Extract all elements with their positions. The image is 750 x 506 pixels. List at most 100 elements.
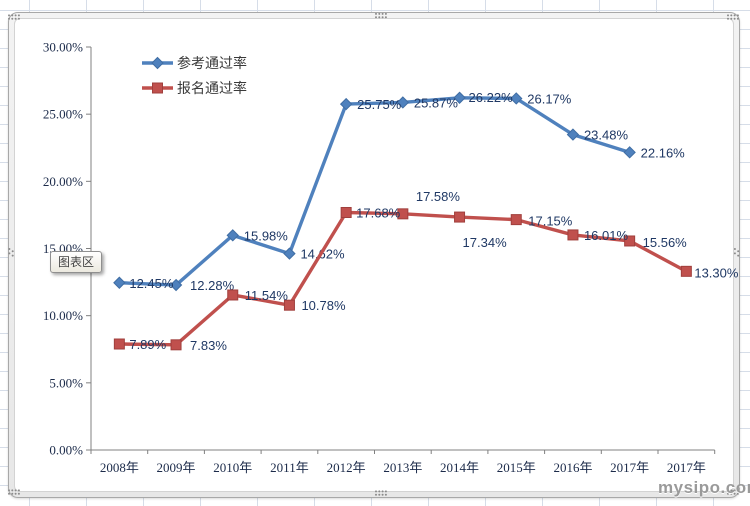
- data-point-diamond[interactable]: [453, 91, 466, 104]
- chart-object[interactable]: [8, 12, 740, 498]
- y-tick-label: 0.00%: [49, 443, 83, 458]
- data-label: 10.78%: [301, 298, 346, 313]
- data-label: 7.89%: [129, 337, 166, 352]
- x-tick-label: 2012年: [327, 460, 366, 475]
- handle-dot: [736, 489, 739, 492]
- handle-dot: [8, 17, 10, 20]
- chart-area[interactable]: [14, 18, 734, 492]
- data-point-diamond[interactable]: [226, 229, 239, 242]
- data-label: 17.58%: [416, 189, 461, 204]
- handle-dot: [727, 492, 729, 495]
- handle-dot: [8, 489, 10, 492]
- handle-dot: [375, 12, 377, 15]
- data-point-diamond[interactable]: [339, 97, 353, 111]
- series-line[interactable]: [117, 96, 632, 287]
- tooltip-chart-area: 图表区: [50, 251, 103, 273]
- axes: 0.00%5.00%10.00%15.00%20.00%25.00%30.00%…: [43, 40, 716, 475]
- handle-dot: [8, 252, 11, 255]
- handle-dot: [375, 16, 377, 19]
- x-tick-label: 2008年: [100, 460, 139, 475]
- handle-dot: [733, 14, 736, 17]
- data-point-square[interactable]: [283, 299, 295, 311]
- handle-dot: [8, 14, 10, 17]
- data-point-square[interactable]: [113, 338, 125, 350]
- y-tick-label: 10.00%: [43, 308, 83, 323]
- handle-dot: [727, 14, 729, 17]
- legend-marker-diamond-icon: [151, 56, 164, 70]
- y-tick-label: 25.00%: [43, 107, 83, 122]
- handle-dot: [11, 254, 14, 257]
- data-point-diamond[interactable]: [113, 276, 126, 289]
- data-point-square[interactable]: [624, 235, 636, 247]
- handle-dot: [14, 489, 17, 492]
- x-tick-label: 2013年: [383, 460, 422, 475]
- data-point-square[interactable]: [567, 229, 579, 241]
- handle-dot: [730, 489, 733, 492]
- handle-dot: [730, 17, 733, 20]
- data-label: 25.87%: [414, 95, 459, 110]
- legend-item[interactable]: 参考通过率: [142, 55, 247, 71]
- resize-handle-top-right[interactable]: [727, 14, 739, 20]
- data-label: 11.54%: [245, 288, 289, 303]
- x-tick-label: 2017年: [667, 460, 706, 475]
- handle-dot: [384, 490, 387, 493]
- data-label: 16.01%: [584, 228, 629, 243]
- handle-dot: [17, 492, 20, 495]
- data-label: 17.15%: [528, 214, 573, 229]
- data-point-diamond[interactable]: [566, 128, 580, 141]
- handle-dot: [11, 492, 14, 495]
- handle-dot: [17, 489, 20, 492]
- handle-dot: [736, 17, 739, 20]
- handle-dot: [378, 12, 381, 15]
- data-point-square[interactable]: [397, 208, 409, 220]
- data-point-square[interactable]: [227, 289, 239, 301]
- data-point-square[interactable]: [340, 206, 352, 218]
- y-tick-label: 5.00%: [49, 375, 83, 390]
- resize-handle-right[interactable]: [733, 248, 740, 257]
- legend-item[interactable]: 报名通过率: [142, 80, 247, 96]
- handle-dot: [733, 492, 736, 495]
- data-point-square[interactable]: [680, 265, 692, 277]
- resize-handle-bottom-right[interactable]: [727, 489, 739, 495]
- handle-dot: [14, 492, 17, 495]
- handle-dot: [733, 17, 736, 20]
- resize-handle-left[interactable]: [8, 248, 14, 257]
- x-tick-label: 2017年: [610, 460, 649, 475]
- data-label: 17.34%: [463, 235, 508, 250]
- handle-dot: [375, 493, 377, 496]
- resize-handle-top[interactable]: [375, 12, 387, 19]
- data-point-diamond[interactable]: [283, 247, 296, 260]
- data-label: 12.28%: [190, 278, 235, 293]
- x-tick-label: 2011年: [270, 460, 309, 475]
- handle-dot: [375, 490, 377, 493]
- data-point-square[interactable]: [454, 211, 466, 223]
- handle-dot: [11, 14, 14, 17]
- watermark: mysipo.com: [658, 478, 750, 497]
- handle-dot: [11, 250, 14, 253]
- data-point-square[interactable]: [510, 214, 522, 226]
- x-tick-label: 2014年: [440, 460, 479, 475]
- resize-handle-bottom[interactable]: [375, 490, 387, 496]
- data-point-diamond[interactable]: [510, 92, 523, 105]
- series-registration-pass-rate: 7.89% 7.83% 11.54% 10.78% 17.68% 17.58% 17.34%…: [113, 189, 739, 353]
- data-point-square[interactable]: [170, 339, 182, 351]
- y-tick-label: 20.00%: [43, 174, 83, 189]
- handle-dot: [14, 17, 17, 20]
- data-label: 26.17%: [527, 91, 572, 106]
- handle-dot: [733, 489, 736, 492]
- data-label: 22.16%: [641, 145, 686, 160]
- data-label: 15.98%: [244, 228, 289, 243]
- data-point-diamond[interactable]: [623, 146, 636, 159]
- handle-dot: [378, 16, 381, 19]
- data-point-diamond[interactable]: [396, 96, 410, 109]
- handle-dot: [733, 252, 736, 255]
- resize-handle-bottom-left[interactable]: [8, 489, 20, 495]
- legend-label: 报名通过率: [177, 80, 247, 96]
- tooltip-label: 图表区: [58, 255, 95, 269]
- y-tick-label: 30.00%: [43, 40, 83, 55]
- data-point-diamond[interactable]: [169, 278, 183, 292]
- data-label: 7.83%: [190, 338, 227, 353]
- resize-handle-top-left[interactable]: [8, 14, 20, 20]
